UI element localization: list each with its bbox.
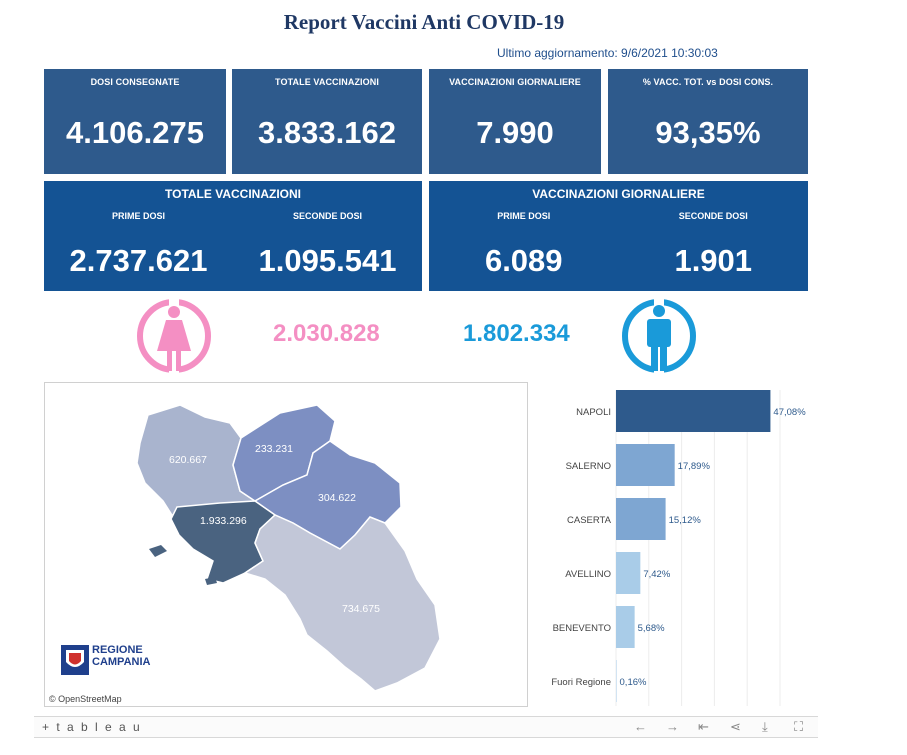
revert-icon[interactable]: ⇤ xyxy=(698,719,709,734)
second-dose-label: SECONDE DOSI xyxy=(678,211,748,221)
share-icon[interactable]: ⋖ xyxy=(730,719,741,734)
male-vaccinations: 1.802.334 xyxy=(463,320,570,347)
tableau-toolbar: + t a b l e a u ← → ⇤ ⋖ ⤓ ⛶ xyxy=(34,716,818,738)
panel-title: VACCINAZIONI GIORNALIERE xyxy=(532,187,705,201)
second-dose-label: SECONDE DOSI xyxy=(292,211,362,221)
kpi-value: 3.833.162 xyxy=(258,115,396,150)
kpi-dosi-consegnate: DOSI CONSEGNATE 4.106.275 xyxy=(44,69,226,174)
island-capri xyxy=(205,577,217,585)
first-dose-value: 2.737.621 xyxy=(69,243,208,278)
bar[interactable] xyxy=(616,390,771,432)
bar-category-label: Fuori Regione xyxy=(551,677,611,688)
kpi-vaccinazioni-giornaliere: VACCINAZIONI GIORNALIERE 7.990 xyxy=(429,69,601,174)
bar[interactable] xyxy=(616,606,635,648)
panel-totale-vaccinazioni: TOTALE VACCINAZIONI PRIME DOSI SECONDE D… xyxy=(44,181,422,291)
bar-category-label: NAPOLI xyxy=(576,407,611,418)
bar-value-label: 5,68% xyxy=(638,623,665,634)
redo-icon[interactable]: → xyxy=(666,719,679,734)
first-dose-value: 6.089 xyxy=(484,243,563,278)
province-shapes xyxy=(136,404,441,692)
kpi-totale-vaccinazioni: TOTALE VACCINAZIONI 3.833.162 xyxy=(232,69,422,174)
campania-map[interactable]: 620.667 233.231 304.622 1.933.296 734.67… xyxy=(44,382,528,707)
bar[interactable] xyxy=(616,498,666,540)
download-icon[interactable]: ⤓ xyxy=(762,719,768,734)
map-label-caserta: 620.667 xyxy=(169,454,207,466)
kpi-label: TOTALE VACCINAZIONI xyxy=(275,77,379,87)
kpi-value: 93,35% xyxy=(655,115,761,150)
bar-chart-svg: NAPOLI 47,08% SALERNO 17,89% CASERTA 15,12% AV… xyxy=(551,390,806,706)
bar-category-label: SALERNO xyxy=(566,461,611,472)
map-label-avellino: 304.622 xyxy=(318,492,356,504)
map-label-salerno: 734.675 xyxy=(342,603,380,615)
bar-category-label: CASERTA xyxy=(567,515,612,526)
bar[interactable] xyxy=(616,552,641,594)
kpi-label: % VACC. TOT. vs DOSI CONS. xyxy=(642,77,774,87)
first-dose-label: PRIME DOSI xyxy=(111,211,165,221)
kpi-value: 7.990 xyxy=(476,115,554,150)
map-label-napoli: 1.933.296 xyxy=(200,515,247,527)
logo-text-line1: REGIONE xyxy=(92,644,143,656)
regione-campania-logo xyxy=(61,645,89,675)
bar-value-label: 17,89% xyxy=(678,461,711,472)
bar[interactable] xyxy=(616,660,617,702)
page-title: Report Vaccini Anti COVID-19 xyxy=(283,10,565,34)
kpi-label: VACCINAZIONI GIORNALIERE xyxy=(449,77,581,87)
fullscreen-icon[interactable]: ⛶ xyxy=(794,719,804,734)
panel-title: TOTALE VACCINAZIONI xyxy=(165,187,301,201)
bar-value-label: 0,16% xyxy=(620,677,647,688)
province-salerno[interactable] xyxy=(243,514,441,692)
female-vaccinations: 2.030.828 xyxy=(273,320,380,347)
island-ischia xyxy=(149,545,167,557)
bar-category-label: AVELLINO xyxy=(565,569,611,580)
tableau-logo[interactable]: + t a b l e a u xyxy=(42,720,142,734)
first-dose-label: PRIME DOSI xyxy=(497,211,551,221)
panel-vaccinazioni-giornaliere: VACCINAZIONI GIORNALIERE PRIME DOSI SECO… xyxy=(429,181,808,291)
map-label-benevento: 233.231 xyxy=(255,443,293,455)
bar-value-label: 7,42% xyxy=(643,569,670,580)
kpi-percent-vacc: % VACC. TOT. vs DOSI CONS. 93,35% xyxy=(608,69,808,174)
undo-icon[interactable]: ← xyxy=(634,719,647,734)
last-updated: Ultimo aggiornamento: 9/6/2021 10:30:03 xyxy=(497,46,718,60)
second-dose-value: 1.095.541 xyxy=(258,243,397,278)
bar-category-label: BENEVENTO xyxy=(553,623,611,634)
logo-text-line2: CAMPANIA xyxy=(92,656,151,668)
kpi-label: DOSI CONSEGNATE xyxy=(90,77,180,87)
map-attribution: © OpenStreetMap xyxy=(49,694,122,704)
bar-value-label: 47,08% xyxy=(773,407,806,418)
second-dose-value: 1.901 xyxy=(674,243,753,278)
kpi-value: 4.106.275 xyxy=(66,115,204,150)
male-icon xyxy=(622,295,696,377)
bar-value-label: 15,12% xyxy=(669,515,702,526)
female-icon xyxy=(137,295,211,377)
bar[interactable] xyxy=(616,444,675,486)
province-bar-chart: NAPOLI 47,08% SALERNO 17,89% CASERTA 15,12% AV… xyxy=(540,382,810,707)
